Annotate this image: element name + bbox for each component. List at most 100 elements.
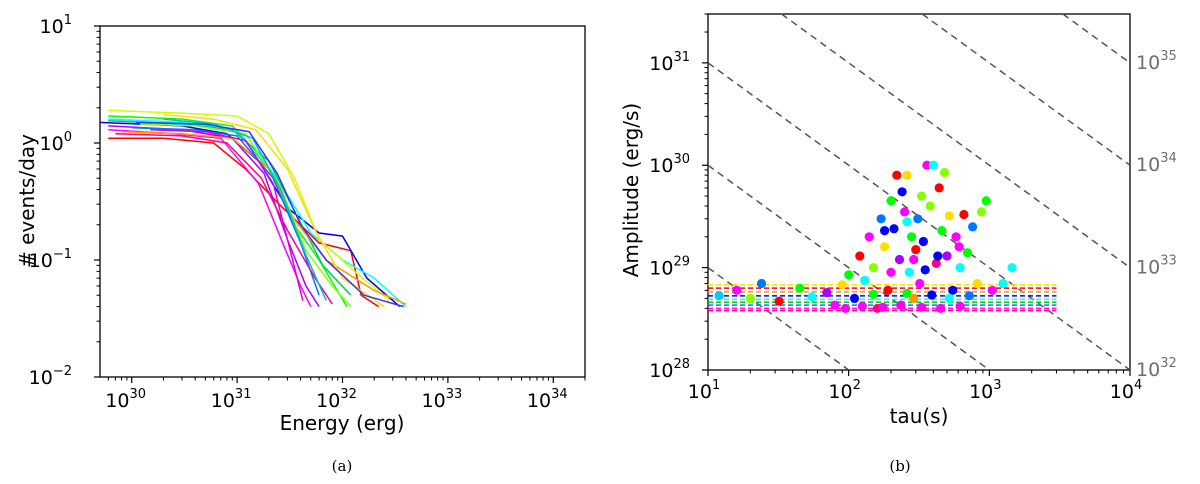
- panel-b-point: [917, 302, 927, 312]
- panel-b-point: [886, 267, 896, 277]
- panel-b-y-tick-label: 1029: [649, 255, 690, 280]
- panel-b-threshold-lines: [708, 284, 1057, 312]
- panel-b-point: [920, 265, 930, 275]
- panel-b-point: [900, 207, 910, 217]
- panel-b-point: [968, 222, 978, 232]
- panel-a-x-tick-label: 1030: [105, 387, 146, 412]
- panel-b-point: [892, 170, 902, 180]
- panel-b-x-tick-label: 104: [1110, 378, 1142, 403]
- panel-b-point: [962, 248, 973, 258]
- panel-b-point: [904, 267, 914, 277]
- panel-b-point: [907, 232, 917, 242]
- panel-b-point: [972, 278, 982, 289]
- panel-a-series-line-12: [140, 123, 352, 308]
- panel-b-point: [849, 293, 860, 303]
- panel-b-point: [909, 293, 919, 303]
- panel-b-energy-line: [707, 164, 990, 371]
- panel-b-point: [844, 270, 854, 280]
- panel-b-y-axis-label: Amplitude (erg/s): [619, 103, 643, 277]
- panel-b-point: [897, 187, 907, 197]
- panel-a-caption: (a): [332, 457, 353, 475]
- panel-b-point: [883, 285, 893, 295]
- panel-a-ticks: 1030 1031 1032 1033 1034 10−2 10−1 100 101: [29, 13, 586, 412]
- panel-b-point: [998, 278, 1008, 289]
- panel-a-x-axis-label: Energy (erg): [280, 411, 405, 435]
- panel-b-point: [795, 283, 805, 293]
- panel-a-energy-frequency: 1030 1031 1032 1033 1034 10−2 10−1 100 101 Energ…: [15, 13, 586, 475]
- panel-b-point: [864, 232, 874, 242]
- panel-b-point: [876, 214, 886, 224]
- panel-b-point: [860, 275, 870, 285]
- panel-b-point: [917, 191, 927, 201]
- panel-b-point: [774, 296, 784, 306]
- panel-b-plot-frame: [707, 13, 1131, 371]
- panel-a-x-tick-label: 1032: [316, 387, 357, 412]
- panel-b-point: [745, 293, 755, 303]
- panel-b-points-group: [714, 160, 1017, 313]
- panel-b-point: [927, 290, 937, 300]
- panel-b-point: [880, 226, 890, 236]
- panel-b-y-tick-label: 1030: [649, 152, 690, 177]
- panel-a-x-tick-label: 1034: [527, 387, 568, 412]
- panel-b-point: [857, 301, 867, 311]
- panel-b-point: [732, 285, 742, 295]
- panel-b-point: [902, 217, 912, 227]
- panel-b-point: [964, 291, 974, 301]
- panel-a-series-line-16: [136, 121, 404, 308]
- panel-b-point: [1007, 263, 1017, 273]
- panel-a-plot-frame: [99, 25, 586, 378]
- panel-b-point: [868, 289, 879, 299]
- panel-b-point: [855, 251, 865, 261]
- panel-b-caption: (b): [889, 457, 910, 475]
- panel-a-series-line-13: [163, 118, 327, 301]
- panel-b-point: [913, 214, 923, 224]
- panel-b-x-tick-label: 101: [688, 378, 720, 403]
- panel-b-point: [936, 303, 946, 313]
- panel-b-energy-line: [921, 13, 1131, 166]
- panel-b-y-tick-label: 1031: [649, 50, 690, 75]
- panel-b-point: [837, 280, 847, 290]
- panel-a-x-tick-label: 1033: [422, 387, 463, 412]
- panel-b-point: [976, 207, 987, 217]
- panel-b-energy-label: 1034: [1136, 151, 1177, 176]
- panel-b-point: [918, 236, 929, 247]
- panel-b-point: [911, 245, 921, 255]
- panel-b-point: [981, 196, 991, 206]
- panel-b-point: [830, 300, 840, 310]
- panel-a-y-tick-label: 10−1: [29, 247, 72, 272]
- panel-b-energy-label: 1035: [1136, 49, 1177, 74]
- panel-b-point: [878, 302, 888, 312]
- panel-b-point: [822, 288, 832, 298]
- panel-b-energy-line: [707, 267, 850, 371]
- panel-b-point: [942, 251, 952, 261]
- panel-b-point: [944, 293, 955, 303]
- panel-b-energy-line: [707, 62, 1131, 371]
- panel-b-x-tick-label: 102: [828, 378, 860, 403]
- panel-b-point: [909, 254, 919, 265]
- panel-a-x-tick-label: 1031: [211, 387, 252, 412]
- panel-a-series-line-6: [108, 109, 391, 302]
- panel-b-point: [902, 288, 912, 298]
- panel-b-point: [925, 201, 935, 211]
- panel-b-point: [896, 300, 906, 310]
- panel-b-y-tick-label: 1028: [649, 357, 690, 382]
- panel-b-point: [889, 224, 899, 234]
- panel-a-y-axis-label: # events/day: [15, 134, 39, 268]
- panel-b-energy-label: 1033: [1136, 254, 1177, 279]
- panel-b-point: [868, 263, 879, 273]
- panel-a-y-tick-label: 101: [40, 13, 72, 38]
- panel-b-point: [944, 211, 955, 221]
- panel-b-point: [840, 303, 851, 313]
- panel-b-energy-lines: [707, 13, 1131, 371]
- panel-a-series-line-11: [115, 132, 333, 305]
- panel-b-point: [922, 160, 932, 170]
- panel-b-point: [959, 209, 969, 220]
- panel-a-series-line-15: [163, 113, 385, 308]
- panel-b-point: [955, 263, 965, 273]
- panel-b-point: [714, 291, 724, 301]
- panel-b-point: [880, 242, 890, 252]
- panel-b-point: [915, 278, 925, 289]
- panel-a-series-line-14: [150, 128, 304, 301]
- panel-b-ticks: 1032 1033 1034 1035 101 102 103 104 1028 1029 1030…: [649, 13, 1177, 403]
- panel-a-series-line-10: [131, 127, 320, 296]
